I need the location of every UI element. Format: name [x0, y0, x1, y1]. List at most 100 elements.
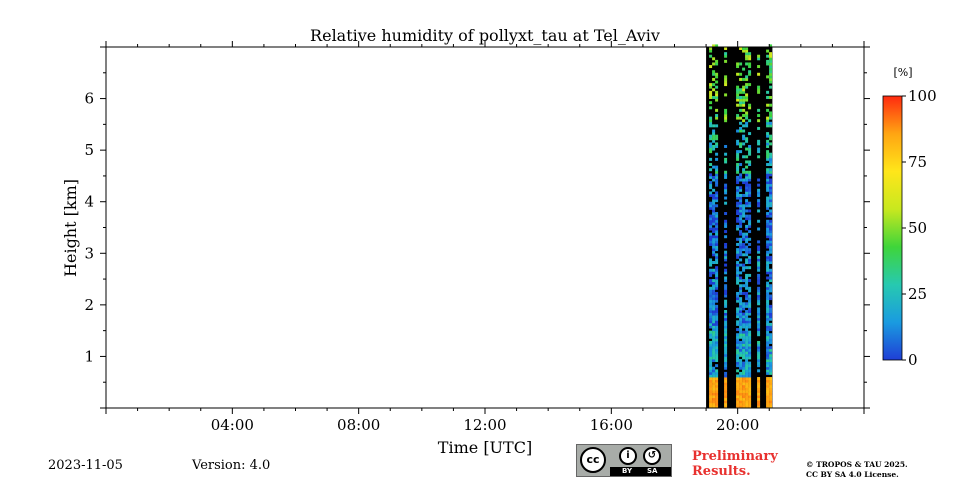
heatmap-cell: [769, 382, 773, 386]
heatmap-cell: [736, 155, 740, 159]
heatmap-cell: [769, 157, 773, 161]
heatmap-cell: [715, 95, 719, 99]
heatmap-cell: [712, 346, 716, 350]
heatmap-cell: [709, 168, 713, 172]
heatmap-cell: [724, 317, 728, 321]
heatmap-cell: [766, 155, 770, 159]
heatmap-cell: [736, 90, 740, 94]
heatmap-cell: [715, 356, 719, 360]
heatmap-cell: [766, 253, 770, 257]
heatmap-cell: [745, 279, 749, 283]
heatmap-cell: [712, 402, 716, 406]
heatmap-cell: [745, 183, 749, 187]
heatmap-cell: [742, 315, 746, 319]
heatmap-cell: [748, 255, 752, 259]
y-axis: 1 2 3 4 5 6: [84, 46, 870, 409]
heatmap-cell: [709, 297, 713, 301]
heatmap-cell: [712, 369, 716, 373]
heatmap-cell: [709, 261, 713, 264]
heatmap-cell: [736, 188, 740, 192]
heatmap-cell: [766, 222, 770, 226]
y-tick-label: 4: [84, 193, 94, 211]
license-by-label: BY: [622, 467, 633, 475]
heatmap-cell: [715, 222, 719, 226]
heatmap-cell: [745, 258, 749, 262]
heatmap-cell: [745, 325, 749, 329]
heatmap-cell: [715, 322, 719, 326]
heatmap-cell: [742, 371, 746, 375]
heatmap-cell: [709, 325, 713, 329]
heatmap-cell: [757, 85, 761, 89]
heatmap-cell: [712, 320, 716, 324]
heatmap-cell: [736, 193, 740, 197]
heatmap-cell: [766, 258, 770, 262]
heatmap-cell: [724, 250, 728, 254]
heatmap-cell: [769, 387, 773, 391]
heatmap-cell: [724, 258, 728, 262]
footer-date: 2023-11-05: [48, 458, 123, 473]
heatmap-cell: [709, 54, 713, 58]
heatmap-cell: [736, 237, 740, 241]
heatmap-cell: [712, 248, 716, 252]
heatmap-cell: [769, 310, 773, 313]
heatmap-cell: [739, 237, 743, 241]
heatmap-cell: [742, 340, 746, 344]
heatmap-cell: [769, 219, 773, 223]
heatmap-cell: [769, 237, 773, 241]
heatmap-cell: [739, 395, 743, 399]
heatmap-cell: [715, 235, 719, 239]
heatmap-cell: [736, 93, 740, 97]
heatmap-cell: [709, 389, 713, 393]
heatmap-cell: [769, 214, 773, 218]
heatmap-cell: [712, 395, 716, 399]
heatmap-cell: [745, 227, 749, 231]
heatmap-cell: [712, 299, 716, 303]
heatmap-cell: [745, 111, 749, 115]
heatmap-cell: [712, 95, 716, 99]
heatmap-cell: [742, 382, 746, 386]
heatmap-cell: [724, 253, 728, 257]
heatmap-cell: [712, 286, 716, 290]
heatmap-cell: [757, 340, 761, 344]
heatmap-cell: [745, 245, 749, 249]
heatmap-cell: [736, 163, 740, 167]
heatmap-cell: [769, 276, 773, 280]
heatmap-cell: [724, 366, 728, 370]
heatmap-cell: [757, 348, 761, 352]
heatmap-cell: [736, 103, 740, 107]
y-tick-label: 1: [84, 347, 94, 365]
cc-license-badge[interactable]: cc i ↺ BY SA: [576, 444, 672, 477]
heatmap-cell: [712, 322, 716, 326]
heatmap-cell: [739, 405, 743, 409]
heatmap-cell: [724, 340, 728, 344]
heatmap-cell: [724, 402, 728, 406]
heatmap-cell: [748, 377, 752, 381]
heatmap-cell: [742, 129, 746, 133]
heatmap-cell: [757, 90, 761, 94]
heatmap-cell: [736, 268, 740, 272]
heatmap-cell: [766, 168, 770, 172]
heatmap-cell: [712, 268, 716, 272]
heatmap-cell: [715, 114, 719, 118]
heatmap-cell: [724, 371, 728, 375]
heatmap-cell: [715, 307, 719, 311]
heatmap-cell: [712, 366, 716, 370]
heatmap-cell: [739, 240, 743, 244]
heatmap-cell: [736, 307, 740, 311]
heatmap-cell: [724, 377, 728, 381]
heatmap-cell: [769, 322, 773, 326]
heatmap-cell: [769, 255, 773, 259]
heatmap-cell: [745, 248, 749, 252]
heatmap-cell: [739, 101, 743, 105]
heatmap-cell: [745, 214, 749, 218]
heatmap-cell: [769, 392, 773, 396]
heatmap-cell: [715, 98, 719, 102]
heatmap-cell: [769, 201, 773, 205]
heatmap-cell: [757, 402, 761, 406]
heatmap-cell: [745, 209, 749, 213]
heatmap-cell: [715, 157, 719, 161]
heatmap-cell: [757, 126, 761, 130]
heatmap-cell: [745, 175, 749, 179]
heatmap-cell: [766, 261, 770, 264]
heatmap-cell: [724, 289, 728, 293]
